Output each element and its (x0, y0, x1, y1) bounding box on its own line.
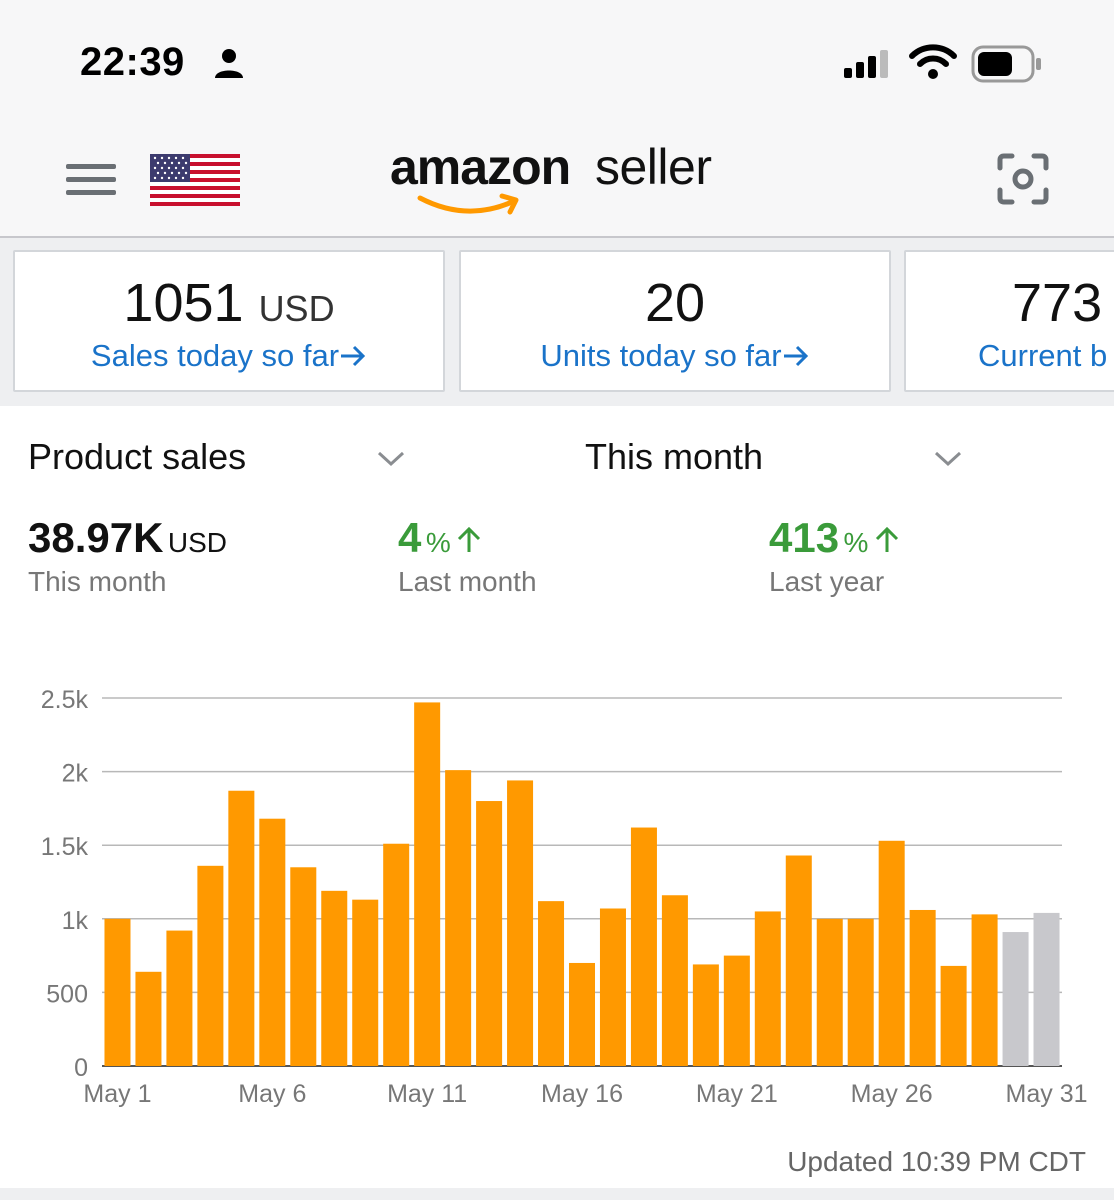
bar (352, 899, 379, 1066)
x-tick-label: May 11 (387, 1080, 467, 1108)
last-year-change-stat: 413 % (769, 514, 901, 562)
chevron-down-icon (377, 451, 405, 467)
period-dropdown[interactable]: This month (585, 436, 965, 482)
camera-scan-icon[interactable] (996, 152, 1050, 206)
bottom-divider (0, 1188, 1114, 1200)
bar (971, 914, 998, 1066)
x-tick-label: May 31 (1006, 1080, 1088, 1108)
bar (785, 855, 812, 1066)
arrow-right-icon (341, 345, 366, 367)
bar (754, 911, 781, 1066)
arrow-up-icon (458, 526, 481, 552)
bar (104, 918, 131, 1066)
summary-cards: 1051 USD Sales today so far 20 Units tod… (0, 238, 1114, 406)
period-dropdown-label: This month (585, 436, 764, 477)
bar (692, 964, 719, 1066)
chevron-down-icon (934, 451, 962, 467)
bar (259, 818, 286, 1066)
bar (599, 908, 626, 1066)
battery-icon (971, 45, 1041, 83)
bar (414, 702, 441, 1066)
bar (940, 965, 967, 1066)
us-flag-icon[interactable] (150, 154, 240, 206)
last-month-caption: Last month (398, 566, 537, 597)
y-tick-label: 1.5k (41, 833, 89, 861)
bar (507, 780, 534, 1066)
metric-dropdown[interactable]: Product sales (28, 436, 408, 482)
y-tick-label: 0 (74, 1054, 88, 1082)
updated-timestamp: Updated 10:39 PM CDT (787, 1146, 1086, 1177)
units-today-link[interactable]: Units today so far (461, 338, 889, 374)
status-bar: 22:39 (0, 0, 1114, 120)
bar (383, 843, 410, 1066)
amazon-smile-icon (417, 193, 519, 215)
x-tick-label: May 6 (238, 1080, 306, 1108)
sales-today-value: 1051 USD (123, 273, 335, 333)
app-header: amazon seller (0, 120, 1114, 238)
sales-today-card[interactable]: 1051 USD Sales today so far (13, 250, 445, 392)
y-tick-label: 500 (46, 980, 88, 1008)
y-tick-label: 1k (62, 907, 89, 935)
x-tick-label: May 26 (851, 1080, 933, 1108)
logo-word-amazon: amazon (390, 139, 571, 195)
bar (909, 909, 936, 1066)
bar (135, 971, 162, 1066)
bar (538, 901, 565, 1066)
current-balance-value: 773 (1012, 273, 1103, 333)
y-tick-label: 2.5k (41, 686, 89, 714)
person-icon (215, 49, 243, 78)
bar (321, 890, 348, 1066)
wifi-icon (909, 44, 957, 79)
signal-strength-icon (844, 50, 888, 78)
logo-word-seller: seller (595, 139, 712, 195)
bar (445, 770, 472, 1066)
bar (723, 955, 750, 1066)
bar (816, 918, 843, 1066)
arrow-up-icon (875, 526, 898, 552)
sales-today-link[interactable]: Sales today so far (15, 338, 443, 374)
sales-bar-chart: 0 500 1k 1.5k 2k 2.5k May 1 May 6 May 11 May 16 Ma… (41, 686, 1088, 1108)
bar (476, 801, 503, 1066)
hamburger-menu-icon[interactable] (66, 162, 118, 198)
current-balance-link[interactable]: Current b (978, 338, 1108, 373)
bar (166, 930, 193, 1066)
x-tick-label: May 1 (83, 1080, 151, 1108)
x-tick-label: May 16 (541, 1080, 623, 1108)
bar-pending (1002, 932, 1029, 1066)
bar (290, 867, 317, 1066)
bar (197, 865, 224, 1066)
last-month-change-stat: 4 % (398, 514, 483, 562)
bar (228, 790, 255, 1066)
bar-pending (1033, 912, 1060, 1066)
arrow-right-icon (783, 345, 808, 367)
bar (661, 895, 688, 1066)
current-balance-card[interactable]: 773 Current b (904, 250, 1114, 392)
x-tick-label: May 21 (696, 1080, 778, 1108)
units-today-value: 20 (644, 273, 706, 333)
y-tick-label: 2k (62, 760, 89, 788)
bar (878, 840, 905, 1066)
total-sales-caption: This month (28, 566, 167, 597)
bar (568, 962, 596, 1066)
metric-dropdown-label: Product sales (28, 436, 247, 477)
bar (630, 827, 657, 1066)
total-sales-stat: 38.97K USD (28, 514, 228, 561)
bar (847, 918, 874, 1066)
last-year-caption: Last year (769, 566, 885, 597)
status-time: 22:39 (80, 40, 185, 84)
units-today-card[interactable]: 20 Units today so far (459, 250, 891, 392)
